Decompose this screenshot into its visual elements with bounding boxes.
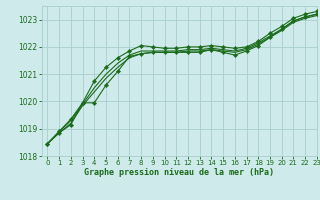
- X-axis label: Graphe pression niveau de la mer (hPa): Graphe pression niveau de la mer (hPa): [84, 168, 274, 177]
